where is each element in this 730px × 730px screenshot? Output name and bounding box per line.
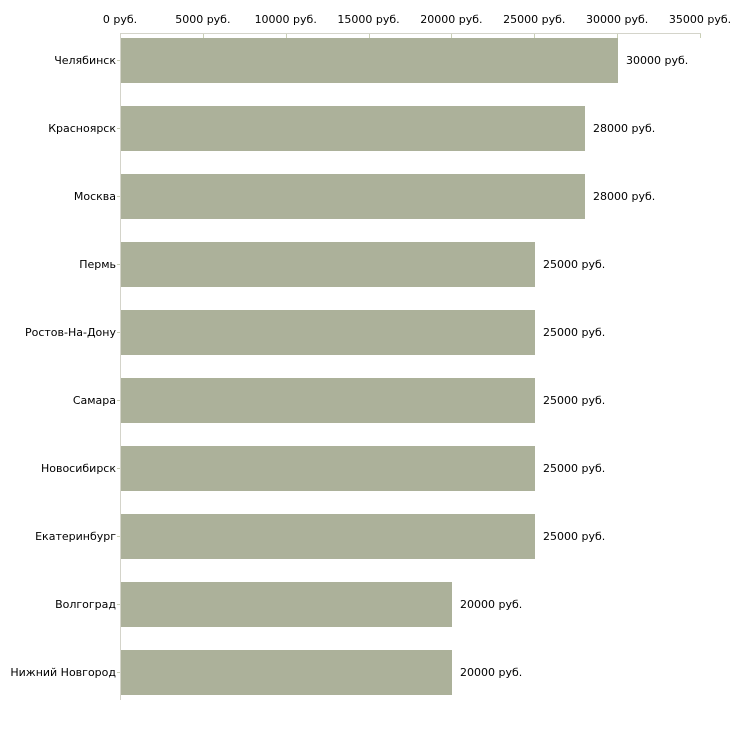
x-axis-tick — [203, 34, 204, 38]
value-label: 20000 руб. — [460, 598, 523, 611]
bar — [121, 106, 585, 151]
x-axis-tick — [617, 34, 618, 38]
category-label: Красноярск — [48, 122, 116, 135]
category-label: Новосибирск — [40, 462, 116, 475]
value-label: 20000 руб. — [460, 666, 523, 679]
category-label: Екатеринбург — [35, 530, 116, 543]
value-label: 25000 руб. — [543, 462, 606, 475]
bar — [121, 38, 618, 83]
value-label: 25000 руб. — [543, 258, 606, 271]
x-axis-tick-label: 25000 руб. — [503, 13, 566, 26]
bar — [121, 378, 535, 423]
x-axis-line — [120, 33, 701, 34]
bar — [121, 446, 535, 491]
y-axis-tick — [117, 128, 120, 129]
x-axis-tick — [451, 34, 452, 38]
y-axis-tick — [117, 672, 120, 673]
x-axis-tick-label: 15000 руб. — [337, 13, 400, 26]
value-label: 25000 руб. — [543, 394, 606, 407]
y-axis-tick — [117, 468, 120, 469]
value-label: 28000 руб. — [593, 122, 656, 135]
value-label: 25000 руб. — [543, 530, 606, 543]
y-axis-tick — [117, 536, 120, 537]
category-label: Волгоград — [55, 598, 116, 611]
category-label: Пермь — [79, 258, 116, 271]
x-axis-tick-label: 0 руб. — [102, 13, 138, 26]
category-label: Челябинск — [54, 54, 116, 67]
y-axis-tick — [117, 60, 120, 61]
bar — [121, 242, 535, 287]
value-label: 28000 руб. — [593, 190, 656, 203]
value-label: 25000 руб. — [543, 326, 606, 339]
bar — [121, 582, 452, 627]
bar — [121, 310, 535, 355]
bar — [121, 514, 535, 559]
x-axis-tick — [286, 34, 287, 38]
x-axis-tick-label: 5000 руб. — [175, 13, 231, 26]
value-label: 30000 руб. — [626, 54, 689, 67]
category-label: Самара — [72, 394, 116, 407]
x-axis-tick-label: 30000 руб. — [586, 13, 649, 26]
category-label: Ростов-На-Дону — [24, 326, 116, 339]
x-axis-tick-label: 35000 руб. — [668, 13, 730, 26]
x-axis-tick — [700, 34, 701, 38]
y-axis-tick — [117, 332, 120, 333]
y-axis-tick — [117, 400, 120, 401]
x-axis-tick — [369, 34, 370, 38]
x-axis-tick-label: 10000 руб. — [254, 13, 317, 26]
bar — [121, 650, 452, 695]
y-axis-tick — [117, 604, 120, 605]
category-label: Нижний Новгород — [10, 666, 116, 679]
x-axis-tick-label: 20000 руб. — [420, 13, 483, 26]
category-label: Москва — [73, 190, 116, 203]
y-axis-tick — [117, 264, 120, 265]
bar — [121, 174, 585, 219]
x-axis-tick — [534, 34, 535, 38]
y-axis-line — [120, 33, 121, 700]
y-axis-tick — [117, 196, 120, 197]
